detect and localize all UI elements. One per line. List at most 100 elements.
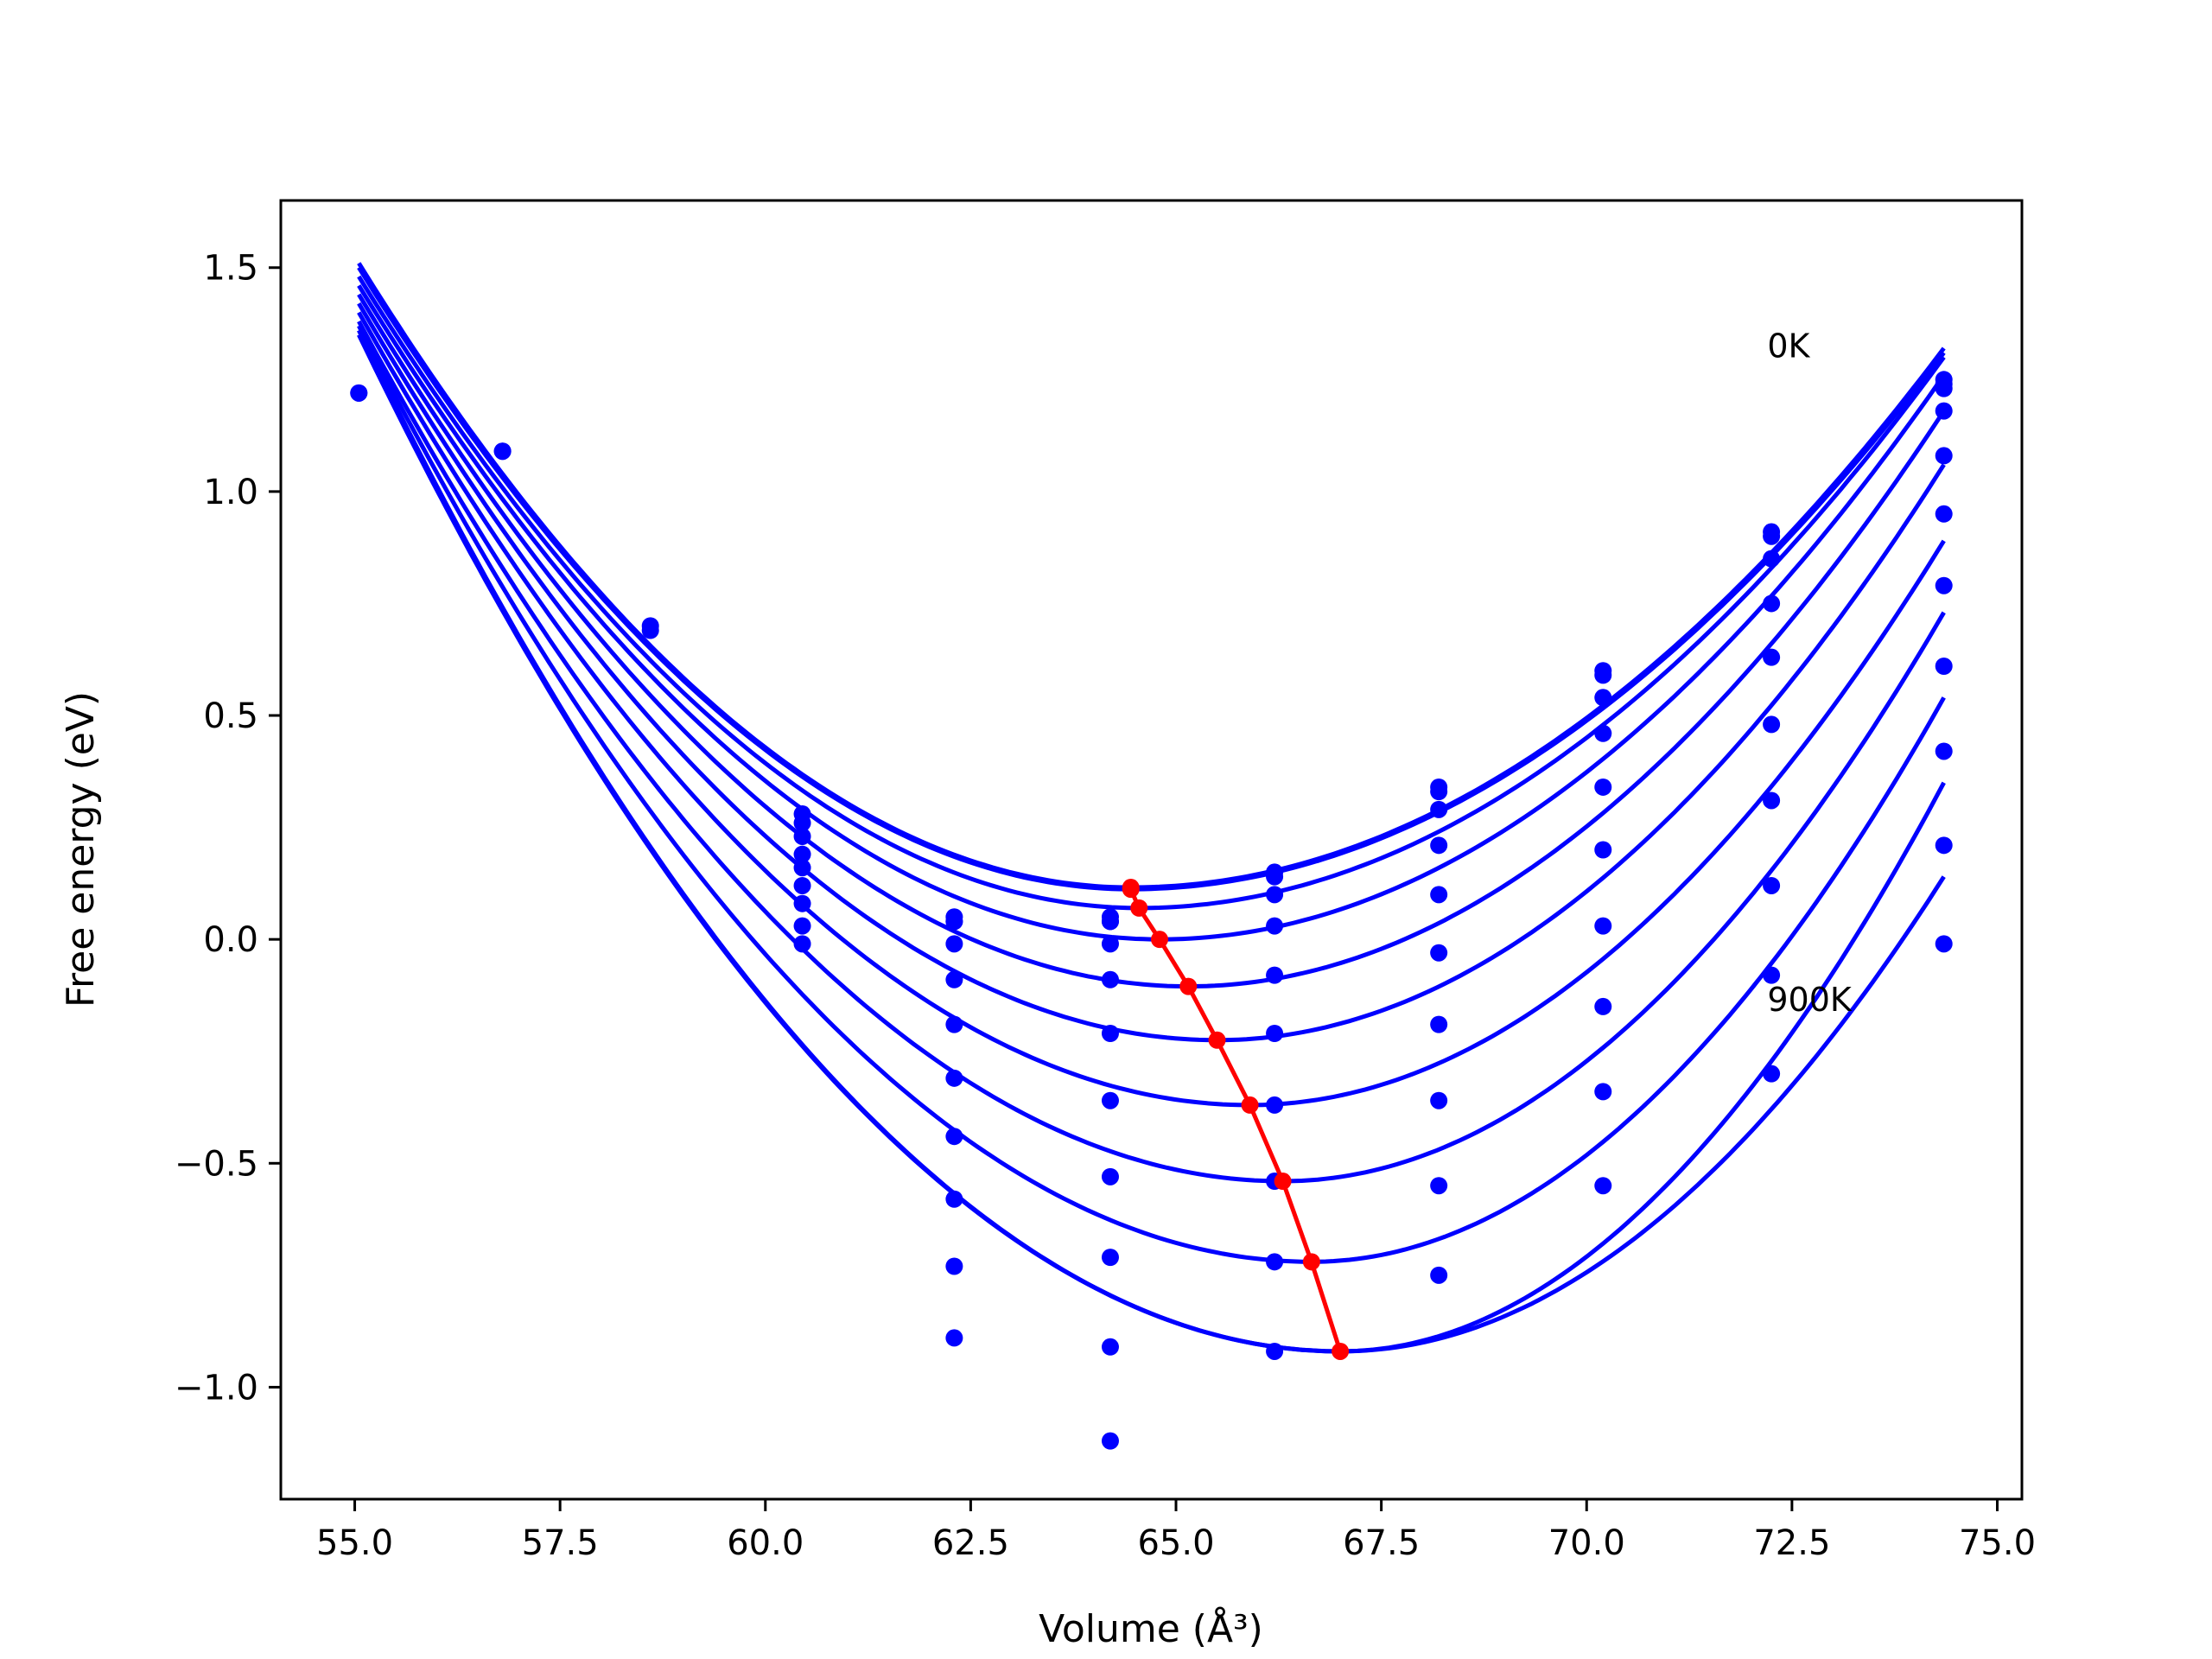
data-point-1-3 bbox=[793, 814, 811, 832]
minima-line bbox=[1128, 887, 1343, 1352]
data-point-4-4 bbox=[945, 970, 963, 988]
data-point-6-3 bbox=[793, 894, 811, 912]
y-tick-label-4: −0.5 bbox=[175, 1144, 258, 1184]
data-point-8-6 bbox=[1266, 1253, 1284, 1271]
annotation-1: 900K bbox=[1767, 981, 1853, 1019]
data-point-8-9 bbox=[1763, 966, 1781, 984]
minimum-point-8 bbox=[1302, 1253, 1320, 1271]
fit-curve-2 bbox=[357, 275, 1946, 911]
data-point-4-7 bbox=[1430, 886, 1448, 904]
x-tick-label-6: 70.0 bbox=[1548, 1523, 1625, 1563]
fit-curve-7 bbox=[357, 320, 1946, 1184]
fit-curve-8 bbox=[357, 324, 1946, 1264]
data-point-4-3 bbox=[793, 859, 811, 877]
data-point-6-10 bbox=[1935, 576, 1953, 594]
data-point-8-7 bbox=[1430, 1177, 1448, 1195]
data-point-9-9 bbox=[1763, 1065, 1781, 1083]
data-point-6-6 bbox=[1266, 1096, 1284, 1114]
data-point-2-3 bbox=[793, 827, 811, 845]
data-point-7-7 bbox=[1430, 1091, 1448, 1109]
fit-curve-6 bbox=[357, 311, 1946, 1108]
data-point-3-9 bbox=[1763, 594, 1781, 613]
data-point-10-5 bbox=[1101, 1432, 1119, 1450]
x-axis-label: Volume (Å³) bbox=[1039, 1605, 1263, 1651]
x-tick-label-4: 65.0 bbox=[1137, 1523, 1214, 1563]
data-point-6-7 bbox=[1430, 1015, 1448, 1033]
fit-curve-1 bbox=[357, 266, 1946, 892]
data-point-2-9 bbox=[1763, 550, 1781, 568]
minimum-point-3 bbox=[1151, 931, 1169, 949]
data-point-5-4 bbox=[945, 1015, 963, 1033]
minimum-point-4 bbox=[1179, 977, 1198, 995]
data-point-5-7 bbox=[1430, 944, 1448, 962]
data-point-8-3 bbox=[793, 935, 811, 953]
fit-curve-5 bbox=[357, 302, 1946, 1043]
x-tick-label-8: 75.0 bbox=[1959, 1523, 2036, 1563]
data-point-1-6 bbox=[1266, 868, 1284, 886]
data-point-5-6 bbox=[1266, 1024, 1284, 1042]
data-point-4-5 bbox=[1101, 970, 1119, 988]
data-point-2-10 bbox=[1935, 379, 1953, 397]
data-point-3-8 bbox=[1594, 724, 1612, 742]
data-point-7-10 bbox=[1935, 658, 1953, 676]
y-tick-label-0: 1.5 bbox=[203, 249, 258, 289]
data-point-4-8 bbox=[1594, 778, 1612, 796]
y-axis: 1.5 1.0 0.5 0.0 −0.5 −1.0 bbox=[175, 249, 281, 1408]
data-point-4-9 bbox=[1763, 648, 1781, 666]
data-point-6-5 bbox=[1101, 1091, 1119, 1109]
data-point-7-8 bbox=[1594, 997, 1612, 1015]
data-point-5-8 bbox=[1594, 841, 1612, 859]
minimum-point-1 bbox=[1122, 880, 1140, 899]
data-point-7-3 bbox=[793, 917, 811, 935]
x-tick-label-2: 60.0 bbox=[727, 1523, 804, 1563]
fit-curve-4 bbox=[357, 293, 1946, 989]
data-point-1-7 bbox=[1430, 783, 1448, 801]
data-point-2-7 bbox=[1430, 800, 1448, 818]
minimum-point-9 bbox=[1332, 1342, 1350, 1360]
data-point-9-7 bbox=[1430, 1266, 1448, 1284]
y-axis-label: Free energy (eV) bbox=[59, 691, 103, 1007]
data-point-2-6 bbox=[1266, 886, 1284, 904]
y-tick-label-1: 1.0 bbox=[203, 473, 258, 512]
x-tick-label-5: 67.5 bbox=[1343, 1523, 1420, 1563]
annotations: 0K 900K bbox=[1767, 327, 1853, 1019]
data-point-9-5 bbox=[1101, 1338, 1119, 1356]
data-point-6-4 bbox=[945, 1069, 963, 1087]
fit-curve-10 bbox=[357, 334, 1946, 1354]
data-point-9-4 bbox=[945, 1257, 963, 1275]
data-point-9-10 bbox=[1935, 836, 1953, 855]
data-point-2-4 bbox=[945, 912, 963, 931]
data-point-8-4 bbox=[945, 1190, 963, 1208]
fit-curve-3 bbox=[357, 284, 1946, 942]
x-tick-label-1: 57.5 bbox=[522, 1523, 599, 1563]
data-point-3-3 bbox=[793, 845, 811, 863]
data-point-3-4 bbox=[945, 935, 963, 953]
minimum-point-2 bbox=[1130, 899, 1148, 917]
data-point-10-10 bbox=[1935, 935, 1953, 953]
data-point-7-4 bbox=[945, 1128, 963, 1146]
data-point-1-8 bbox=[1594, 666, 1612, 684]
x-axis: 55.0 57.5 60.0 62.5 65.0 67.5 70.0 72.5 75.0 bbox=[316, 1499, 2036, 1563]
data-point-2-5 bbox=[1101, 912, 1119, 931]
data-point-1-0 bbox=[350, 384, 368, 402]
data-point-8-5 bbox=[1101, 1249, 1119, 1267]
data-point-9-8 bbox=[1594, 1177, 1612, 1195]
data-point-5-3 bbox=[793, 876, 811, 894]
x-tick-label-7: 72.5 bbox=[1753, 1523, 1830, 1563]
data-point-4-10 bbox=[1935, 447, 1953, 465]
y-tick-label-3: 0.0 bbox=[203, 920, 258, 960]
data-point-7-5 bbox=[1101, 1167, 1119, 1185]
data-point-6-8 bbox=[1594, 917, 1612, 935]
data-point-2-8 bbox=[1594, 689, 1612, 707]
minimum-point-6 bbox=[1241, 1096, 1259, 1114]
data-point-5-5 bbox=[1101, 1024, 1119, 1042]
x-tick-label-0: 55.0 bbox=[316, 1523, 393, 1563]
data-point-5-9 bbox=[1763, 715, 1781, 734]
annotation-0: 0K bbox=[1767, 327, 1810, 365]
data-point-3-10 bbox=[1935, 402, 1953, 420]
data-point-1-9 bbox=[1763, 527, 1781, 545]
fit-curve-9 bbox=[357, 329, 1946, 1354]
data-point-1-2 bbox=[641, 621, 659, 639]
data-point-3-6 bbox=[1266, 917, 1284, 935]
